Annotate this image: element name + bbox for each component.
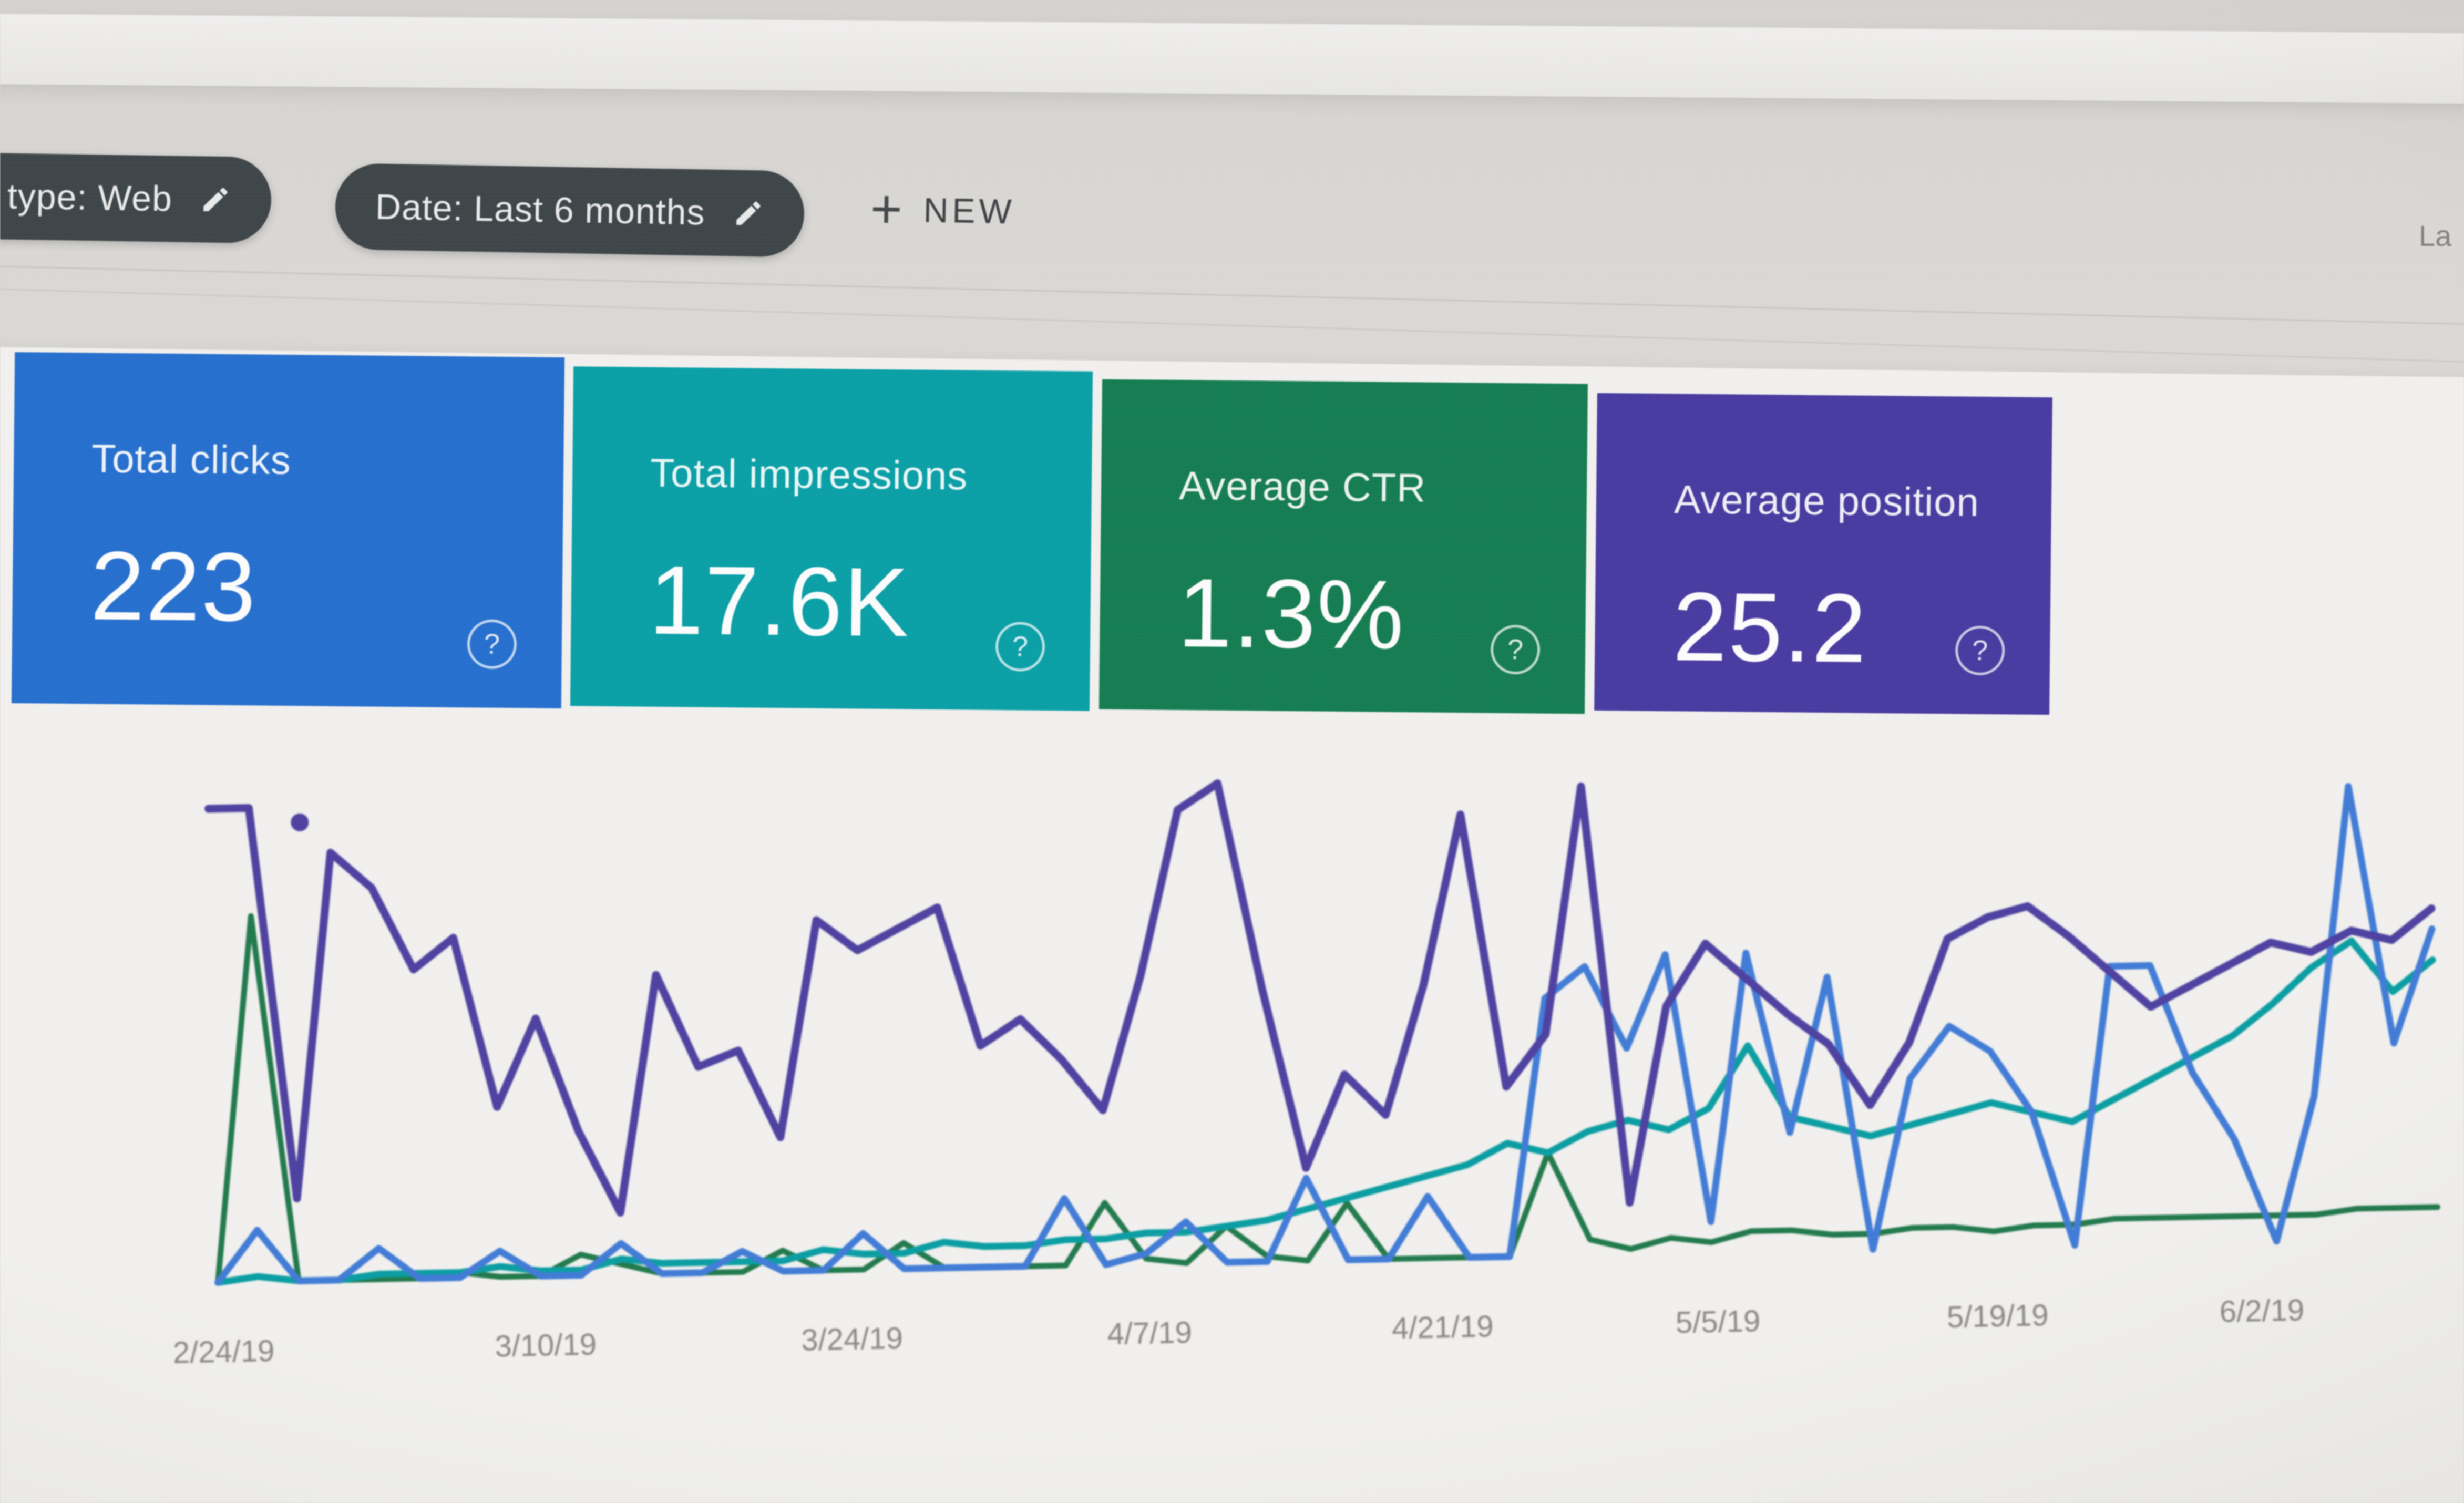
help-icon[interactable]: ? xyxy=(467,619,517,670)
metric-card-label: Average CTR xyxy=(1178,463,1426,511)
edit-pencil-icon[interactable] xyxy=(732,197,764,229)
chart-line-clicks xyxy=(214,783,2436,1286)
x-axis-tick-label: 3/24/19 xyxy=(801,1321,904,1357)
window-chrome-band xyxy=(0,14,2464,106)
performance-chart[interactable]: 2/24/19 3/10/19 3/24/19 4/7/19 4/21/19 5/5/19… xyxy=(0,699,2464,1503)
x-axis-tick-label: 4/21/19 xyxy=(1391,1309,1494,1345)
x-axis-tick-label: 4/7/19 xyxy=(1107,1315,1193,1351)
x-axis-tick-label: 2/24/19 xyxy=(172,1334,275,1370)
metric-card-total-impressions[interactable]: Total impressions 17.6K ? xyxy=(570,366,1093,711)
help-icon[interactable]: ? xyxy=(995,622,1045,672)
chart-line-position xyxy=(204,779,2436,1217)
chart-line-ctr xyxy=(215,913,2441,1285)
performance-chart-canvas[interactable]: 2/24/19 3/10/19 3/24/19 4/7/19 4/21/19 5/5/19… xyxy=(0,699,2464,1503)
filter-chip-date-range-label: Date: Last 6 months xyxy=(375,187,706,233)
metric-card-label: Average position xyxy=(1674,477,1980,525)
x-axis-tick-label: 5/5/19 xyxy=(1675,1304,1761,1340)
filter-chip-date-range[interactable]: Date: Last 6 months xyxy=(334,163,805,258)
edit-pencil-icon[interactable] xyxy=(199,183,231,215)
metric-card-average-ctr[interactable]: Average CTR 1.3% ? xyxy=(1099,379,1588,714)
metric-card-total-clicks[interactable]: Total clicks 223 ? xyxy=(11,352,565,709)
filter-chip-search-type-label: type: Web xyxy=(7,176,173,219)
metric-card-label: Total clicks xyxy=(91,436,292,483)
metric-card-label: Total impressions xyxy=(650,450,968,499)
x-axis-tick-label: 5/19/19 xyxy=(1946,1298,2049,1334)
x-axis-tick-label: 6/2/19 xyxy=(2219,1293,2305,1329)
new-filter-button[interactable]: + NEW xyxy=(870,178,1016,240)
new-filter-button-label: NEW xyxy=(923,190,1016,231)
chart-data-point-dot xyxy=(291,813,309,831)
plus-icon: + xyxy=(870,178,903,240)
metric-card-average-position[interactable]: Average position 25.2 ? xyxy=(1594,393,2052,715)
filter-bar-divider xyxy=(0,265,2464,326)
truncated-last-updated-text: La xyxy=(2419,219,2452,252)
help-icon[interactable]: ? xyxy=(1490,624,1541,675)
help-icon[interactable]: ? xyxy=(1955,625,2005,676)
x-axis-tick-label: 3/10/19 xyxy=(495,1327,597,1364)
filter-chip-search-type[interactable]: type: Web xyxy=(0,151,272,244)
